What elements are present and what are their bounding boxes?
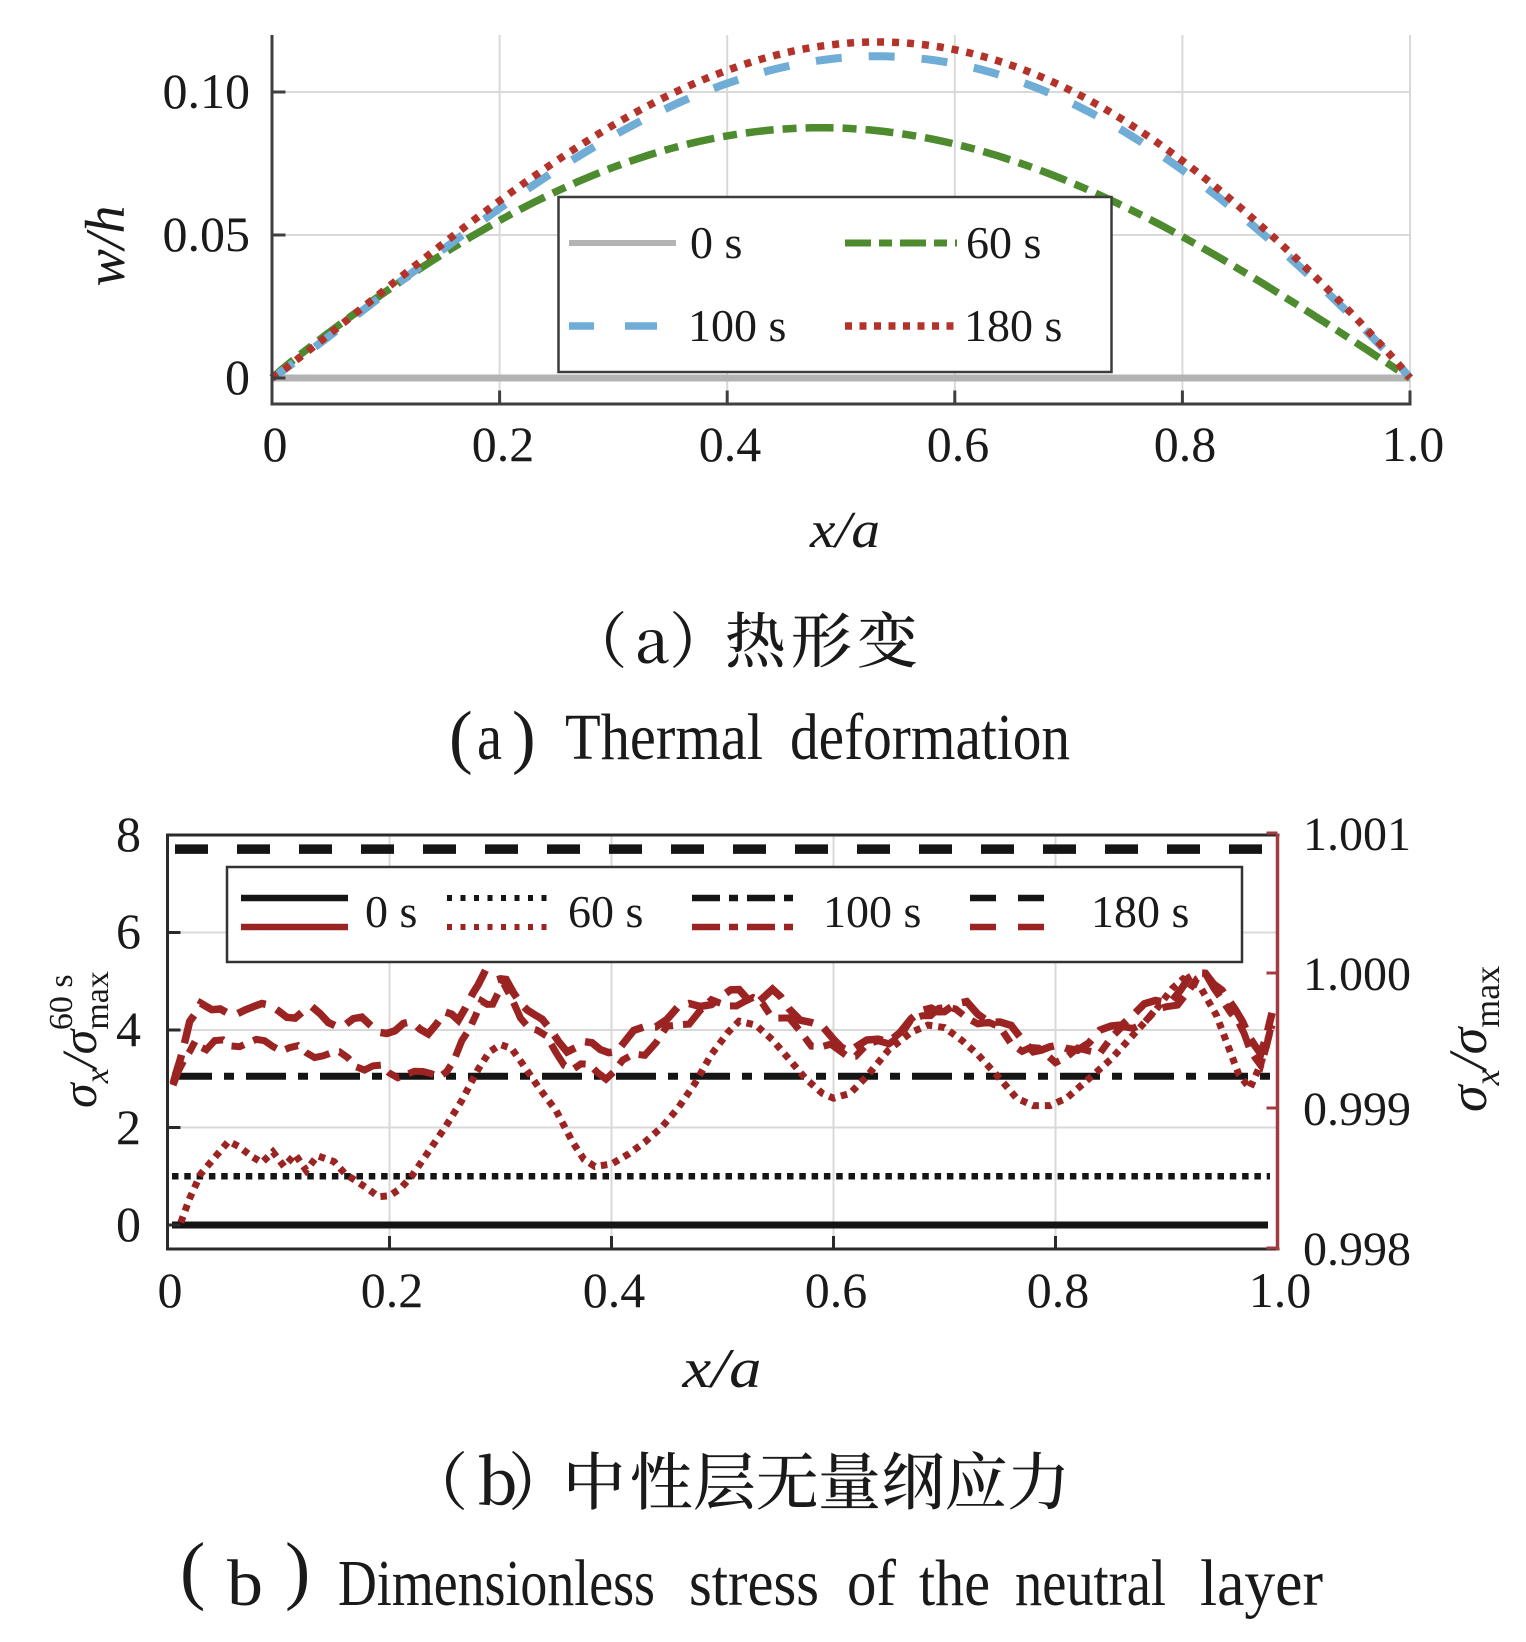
svg-text:): )	[285, 1528, 310, 1612]
svg-text:0: 0	[225, 349, 250, 405]
svg-text:1.000: 1.000	[1303, 948, 1411, 1001]
svg-text:Dimensionless: Dimensionless	[338, 1547, 655, 1620]
svg-text:Thermal: Thermal	[565, 701, 763, 774]
svg-text:0.6: 0.6	[927, 416, 990, 472]
svg-text:2: 2	[116, 1099, 141, 1155]
svg-text:1.0: 1.0	[1249, 1262, 1312, 1318]
svg-text:0.6: 0.6	[805, 1262, 868, 1318]
svg-text:100 s: 100 s	[823, 886, 921, 937]
svg-text:0.10: 0.10	[163, 63, 251, 119]
svg-text:180 s: 180 s	[1091, 886, 1189, 937]
svg-text:0.8: 0.8	[1027, 1262, 1090, 1318]
svg-text:0: 0	[158, 1262, 183, 1318]
svg-text:0.2: 0.2	[361, 1262, 424, 1318]
svg-text:x/a: x/a	[681, 1338, 761, 1400]
svg-text:x/a: x/a	[809, 502, 880, 559]
svg-text:100 s: 100 s	[688, 300, 786, 351]
svg-text:6: 6	[116, 903, 141, 959]
svg-text:0.2: 0.2	[472, 416, 535, 472]
svg-text:4: 4	[116, 1001, 141, 1057]
svg-text:180 s: 180 s	[964, 300, 1062, 351]
svg-text:8: 8	[116, 806, 141, 862]
svg-text:0.999: 0.999	[1303, 1083, 1411, 1136]
svg-text:): )	[512, 698, 536, 776]
svg-text:w/h: w/h	[75, 206, 137, 287]
svg-text:0.4: 0.4	[699, 416, 762, 472]
svg-text:0.8: 0.8	[1154, 416, 1217, 472]
svg-text:a: a	[477, 701, 502, 774]
svg-text:0.05: 0.05	[163, 206, 251, 262]
svg-text:σx/σmax60 s: σx/σmax60 s	[43, 971, 116, 1108]
svg-text:0 s: 0 s	[690, 217, 742, 268]
svg-text:of: of	[847, 1547, 896, 1620]
svg-text:60 s: 60 s	[966, 217, 1041, 268]
svg-text:deformation: deformation	[790, 701, 1070, 774]
svg-text:(: (	[180, 1528, 205, 1612]
svg-text:layer: layer	[1200, 1547, 1323, 1620]
svg-text:60 s: 60 s	[568, 886, 643, 937]
svg-text:0: 0	[116, 1196, 141, 1252]
svg-text:0.4: 0.4	[583, 1262, 646, 1318]
svg-text:1.0: 1.0	[1382, 416, 1445, 472]
svg-text:0: 0	[263, 416, 288, 472]
svg-text:0.998: 0.998	[1303, 1223, 1411, 1276]
svg-text:1.001: 1.001	[1303, 808, 1411, 861]
svg-text:the: the	[919, 1547, 990, 1620]
svg-text:neutral: neutral	[1015, 1547, 1166, 1620]
svg-text:σx/σmax: σx/σmax	[1438, 966, 1507, 1112]
svg-text:stress: stress	[689, 1547, 819, 1620]
svg-text:0 s: 0 s	[365, 886, 417, 937]
svg-text:b: b	[227, 1547, 263, 1620]
svg-text:(: (	[449, 698, 473, 776]
